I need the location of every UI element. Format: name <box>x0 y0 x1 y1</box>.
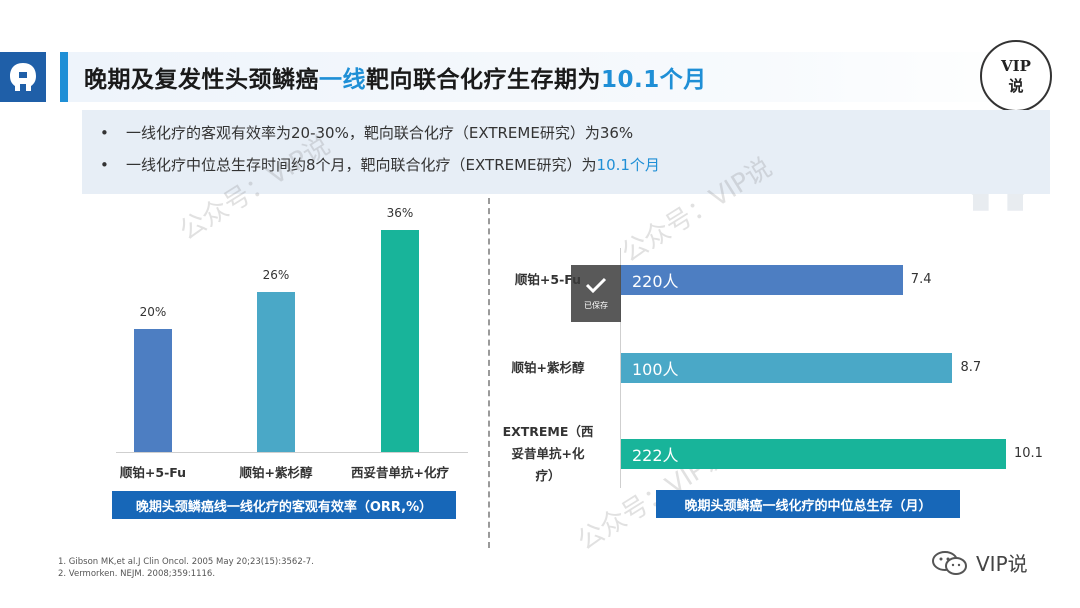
bullet-item-1: • 一线化疗的客观有效率为20-30%，靶向联合化疗（EXTREME研究）为36% <box>100 124 634 142</box>
orr-bar <box>381 230 419 452</box>
os-value-label: 7.4 <box>910 272 932 287</box>
os-category-label: 顺铂+5-Fu <box>514 272 582 287</box>
os-category-label: 顺铂+紫杉醇 <box>511 360 585 375</box>
saved-badge-label: 已保存 <box>584 301 608 310</box>
orr-bar <box>257 291 295 452</box>
section-divider <box>488 198 490 548</box>
checkmark-icon <box>585 277 607 294</box>
orr-chart-axis <box>116 452 468 453</box>
orr-category-label: 西妥昔单抗+化疗 <box>351 465 449 480</box>
reference-2: 2. Vermorken. NEJM. 2008;359:1116. <box>58 569 216 579</box>
orr-value-label: 26% <box>262 267 290 282</box>
wechat-icon <box>932 550 967 575</box>
saved-badge[interactable]: 已保存 <box>571 265 621 322</box>
bullet-box <box>82 110 1050 194</box>
vip-badge: VIP 说 <box>980 40 1052 112</box>
orr-value-label: 20% <box>139 304 167 319</box>
os-bar: 222人 <box>620 439 1006 469</box>
bullet-item-2: • 一线化疗中位总生存时间约8个月，靶向联合化疗（EXTREME研究）为10.1个… <box>100 156 660 174</box>
orr-chart-title: 晚期头颈鳞癌线一线化疗的客观有效率（ORR,%） <box>112 491 456 519</box>
orr-value-label: 36% <box>386 206 414 220</box>
wechat-account: VIP说 <box>930 548 1028 577</box>
os-bar-count: 220人 <box>632 272 679 291</box>
os-category-label: EXTREME（西 <box>502 424 594 439</box>
orr-category-label: 顺铂+5-Fu <box>119 465 187 480</box>
logo-icon <box>10 63 36 91</box>
os-chart-title: 晚期头颈鳞癌一线化疗的中位总生存（月） <box>656 490 960 518</box>
orr-bar <box>134 328 172 452</box>
os-value-label: 8.7 <box>960 360 982 375</box>
page-title: 晚期及复发性头颈鳞癌一线靶向联合化疗生存期为10.1个月 <box>84 67 707 93</box>
logo <box>0 52 46 102</box>
os-bar: 220人 <box>620 265 903 295</box>
vip-badge-line2: 说 <box>1008 77 1024 95</box>
os-bar: 100人 <box>620 353 953 383</box>
title-background <box>68 52 1050 102</box>
os-value-label: 10.1 <box>1014 446 1043 461</box>
os-bar-count: 222人 <box>632 446 679 465</box>
title-accent-bar <box>60 52 68 102</box>
os-chart-axis <box>620 248 621 488</box>
reference-1: 1. Gibson MK,et al.J Clin Oncol. 2005 Ma… <box>58 557 314 567</box>
os-category-label: 妥昔单抗+化 <box>511 446 585 461</box>
orr-category-label: 顺铂+紫杉醇 <box>239 465 313 480</box>
os-category-label: 疗） <box>535 468 561 483</box>
vip-badge-line1: VIP <box>1001 57 1031 75</box>
os-bar-count: 100人 <box>632 360 679 379</box>
wechat-account-name: VIP说 <box>976 552 1028 576</box>
